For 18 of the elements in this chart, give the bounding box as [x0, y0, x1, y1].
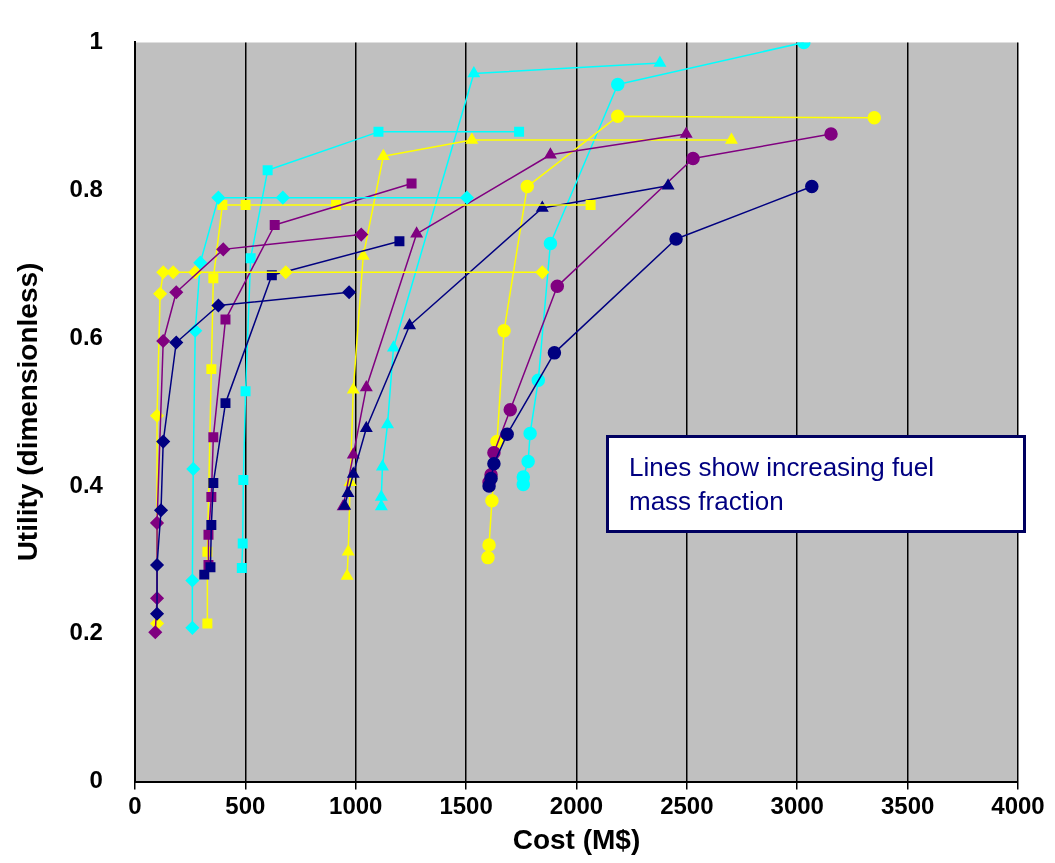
- y-tick-label: 0.8: [69, 174, 103, 202]
- x-tick-label: 1000: [329, 791, 383, 819]
- x-tick-label: 2000: [549, 791, 604, 819]
- x-tick-label: 500: [225, 791, 266, 819]
- text-box: Lines show increasing fuel mass fraction: [606, 435, 1026, 533]
- x-tick-label: 2500: [660, 791, 714, 819]
- y-tick-label: 0: [89, 766, 103, 794]
- y-tick-label: 0.4: [69, 470, 104, 498]
- y-axis-title: Utility (dimensionless): [11, 262, 43, 562]
- x-tick-label: 4000: [991, 791, 1045, 819]
- x-tick-label: 3500: [880, 791, 935, 819]
- y-tick-label: 1: [89, 27, 103, 55]
- y-tick-label: 0.6: [69, 322, 103, 350]
- x-axis-title: Cost (M$): [512, 823, 641, 855]
- y-tick-label: 0.2: [69, 618, 103, 646]
- x-tick-label: 1500: [439, 791, 493, 819]
- x-tick-label: 3000: [770, 791, 824, 819]
- x-tick-label: 0: [128, 791, 142, 819]
